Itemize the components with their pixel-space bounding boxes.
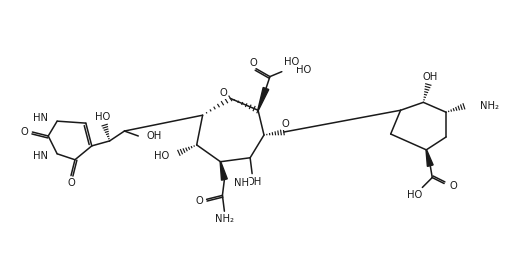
Text: O: O — [249, 58, 257, 68]
Polygon shape — [426, 150, 433, 166]
Text: OH: OH — [146, 131, 161, 141]
Text: OH: OH — [422, 72, 438, 82]
Text: HO: HO — [95, 112, 110, 122]
Text: NH: NH — [234, 178, 249, 188]
Text: HN: HN — [33, 151, 48, 161]
Polygon shape — [258, 87, 269, 110]
Text: HO: HO — [296, 65, 311, 75]
Text: HN: HN — [33, 113, 48, 123]
Text: O: O — [219, 89, 227, 99]
Text: O: O — [449, 181, 457, 191]
Text: HO: HO — [407, 190, 422, 200]
Text: NH₂: NH₂ — [480, 101, 499, 111]
Text: NH₂: NH₂ — [215, 214, 234, 224]
Text: HO: HO — [284, 57, 299, 67]
Text: O: O — [196, 196, 204, 206]
Text: HO: HO — [154, 151, 169, 161]
Polygon shape — [220, 162, 227, 180]
Text: O: O — [67, 178, 75, 188]
Text: O: O — [282, 119, 290, 129]
Text: OH: OH — [247, 177, 262, 187]
Text: O: O — [21, 127, 28, 137]
